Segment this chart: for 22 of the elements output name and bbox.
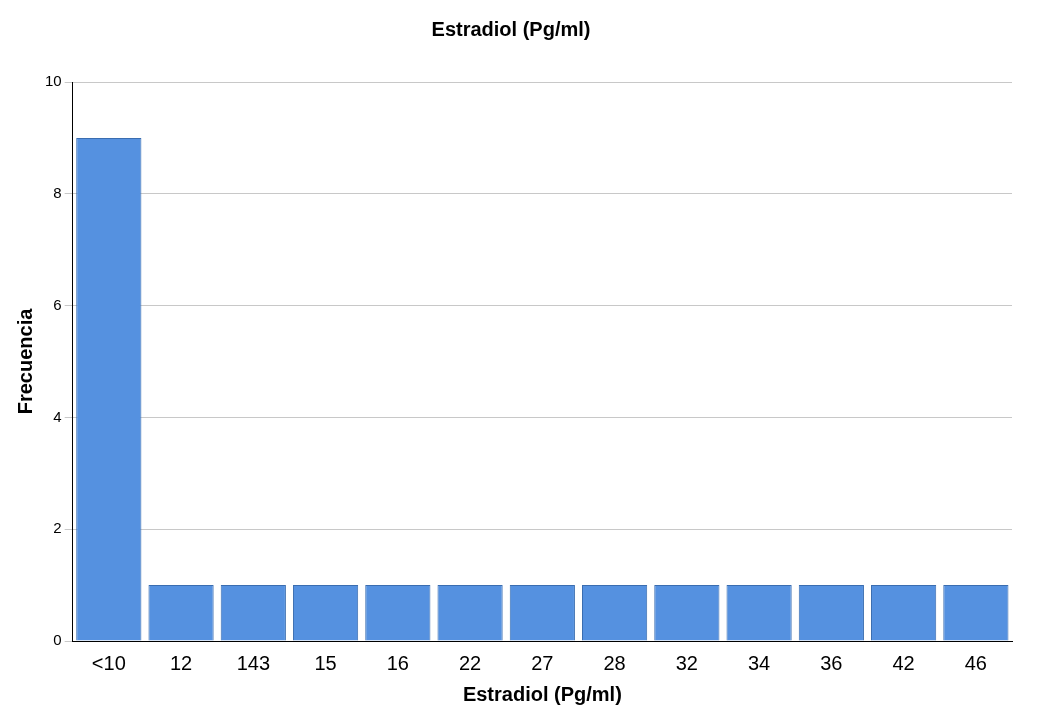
x-tick-label: 28	[603, 651, 626, 674]
x-tick-label: 32	[675, 651, 698, 674]
y-tick-label: 0	[53, 631, 62, 649]
x-tick-label: <10	[91, 651, 126, 674]
y-axis-title: Frecuencia	[13, 307, 36, 415]
x-tick-label: 15	[314, 651, 337, 674]
y-tick-label: 10	[45, 72, 62, 90]
chart-title: Estradiol (Pg/ml)	[431, 17, 591, 40]
y-tick-label: 2	[53, 519, 62, 537]
y-tick-label: 6	[53, 295, 62, 313]
x-tick-label: 36	[820, 651, 843, 674]
x-tick-label: 143	[236, 651, 271, 674]
x-tick-label: 34	[747, 651, 771, 674]
y-tick-label: 8	[53, 183, 62, 201]
x-tick-label: 27	[531, 651, 554, 674]
x-axis-title: Estradiol (Pg/ml)	[462, 682, 622, 705]
x-tick-label: 22	[458, 651, 482, 674]
x-tick-label: 12	[169, 651, 193, 674]
x-tick-label: 16	[386, 651, 409, 674]
x-tick-label: 42	[892, 651, 915, 674]
x-tick-label: 46	[964, 651, 987, 674]
y-tick-label: 4	[53, 407, 62, 425]
